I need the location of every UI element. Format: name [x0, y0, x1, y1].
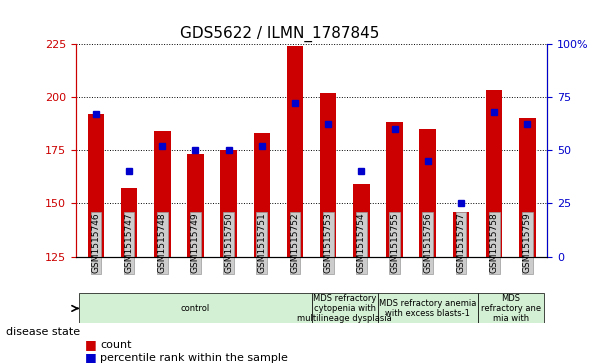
FancyBboxPatch shape [311, 293, 378, 323]
Bar [187, 154, 204, 257]
Text: MDS refractory anemia
with excess blasts-1: MDS refractory anemia with excess blasts… [379, 299, 477, 318]
Text: percentile rank within the sample: percentile rank within the sample [100, 352, 288, 363]
Text: GDS5622 / ILMN_1787845: GDS5622 / ILMN_1787845 [180, 26, 379, 42]
Bar [154, 131, 171, 257]
Bar [121, 188, 137, 257]
Text: control: control [181, 304, 210, 313]
Text: GSM1515757: GSM1515757 [457, 212, 465, 273]
Text: GSM1515747: GSM1515747 [125, 212, 134, 273]
Text: GSM1515749: GSM1515749 [191, 212, 200, 273]
Text: MDS
refractory ane
mia with: MDS refractory ane mia with [481, 294, 541, 323]
Bar [420, 129, 436, 257]
Text: ■: ■ [85, 351, 97, 363]
Bar [320, 93, 336, 257]
Bar [353, 184, 370, 257]
Bar [486, 90, 502, 257]
Text: count: count [100, 340, 132, 350]
Text: GSM1515754: GSM1515754 [357, 212, 366, 273]
Bar [519, 118, 536, 257]
Text: GSM1515755: GSM1515755 [390, 212, 399, 273]
FancyBboxPatch shape [477, 293, 544, 323]
FancyBboxPatch shape [378, 293, 477, 323]
Text: ■: ■ [85, 338, 97, 351]
Text: GSM1515756: GSM1515756 [423, 212, 432, 273]
Bar [287, 46, 303, 257]
Bar [452, 212, 469, 257]
Text: GSM1515752: GSM1515752 [291, 212, 300, 273]
Text: disease state: disease state [6, 327, 80, 337]
Text: GSM1515758: GSM1515758 [489, 212, 499, 273]
Text: GSM1515753: GSM1515753 [323, 212, 333, 273]
Bar [254, 133, 270, 257]
Text: GSM1515750: GSM1515750 [224, 212, 233, 273]
Text: GSM1515751: GSM1515751 [257, 212, 266, 273]
Bar [220, 150, 237, 257]
Text: GSM1515748: GSM1515748 [158, 212, 167, 273]
Text: MDS refractory
cytopenia with
multilineage dysplasia: MDS refractory cytopenia with multilinea… [297, 294, 392, 323]
Bar [88, 114, 104, 257]
FancyBboxPatch shape [79, 293, 311, 323]
Bar [386, 122, 403, 257]
Text: GSM1515759: GSM1515759 [523, 212, 532, 273]
Text: GSM1515746: GSM1515746 [91, 212, 100, 273]
